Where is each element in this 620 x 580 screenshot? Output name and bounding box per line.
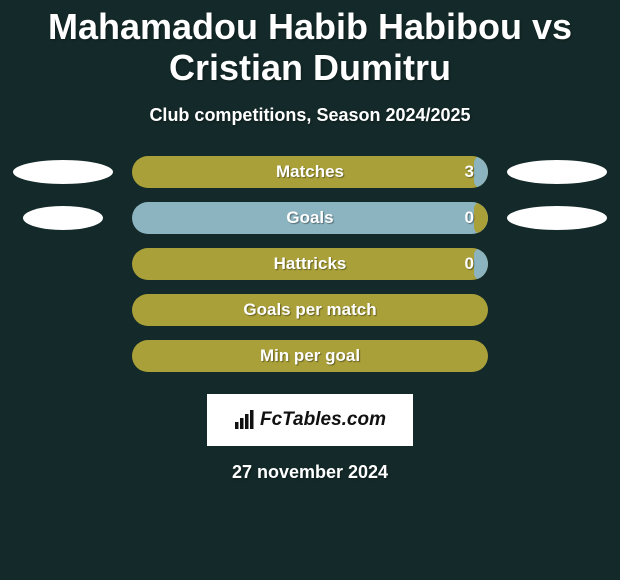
stat-bar: Matches3: [132, 156, 488, 188]
stat-label: Min per goal: [132, 346, 488, 366]
subtitle: Club competitions, Season 2024/2025: [0, 105, 620, 126]
stat-value: 3: [465, 162, 474, 182]
stat-row: Min per goal: [8, 340, 612, 372]
stat-label: Goals per match: [132, 300, 488, 320]
stat-row: Goals per match: [8, 294, 612, 326]
left-ellipse: [13, 160, 113, 184]
stat-bar: Goals0: [132, 202, 488, 234]
stat-bar: Min per goal: [132, 340, 488, 372]
stat-row: Hattricks0: [8, 248, 612, 280]
stat-rows: Matches3Goals0Hattricks0Goals per matchM…: [0, 156, 620, 372]
footer-date: 27 november 2024: [0, 462, 620, 483]
bar-chart-icon: [234, 410, 256, 430]
stat-bar: Hattricks0: [132, 248, 488, 280]
left-ellipse: [23, 206, 103, 230]
stat-label: Hattricks: [132, 254, 488, 274]
comparison-infographic: Mahamadou Habib Habibou vs Cristian Dumi…: [0, 0, 620, 580]
right-ellipse: [507, 206, 607, 230]
stat-value: 0: [465, 254, 474, 274]
stat-bar: Goals per match: [132, 294, 488, 326]
stat-label: Goals: [132, 208, 488, 228]
logo-box: FcTables.com: [207, 394, 413, 446]
right-ellipse: [507, 160, 607, 184]
page-title: Mahamadou Habib Habibou vs Cristian Dumi…: [20, 6, 600, 89]
stat-row: Matches3: [8, 156, 612, 188]
logo-text: FcTables.com: [260, 409, 386, 431]
stat-value: 0: [465, 208, 474, 228]
stat-label: Matches: [132, 162, 488, 182]
stat-row: Goals0: [8, 202, 612, 234]
